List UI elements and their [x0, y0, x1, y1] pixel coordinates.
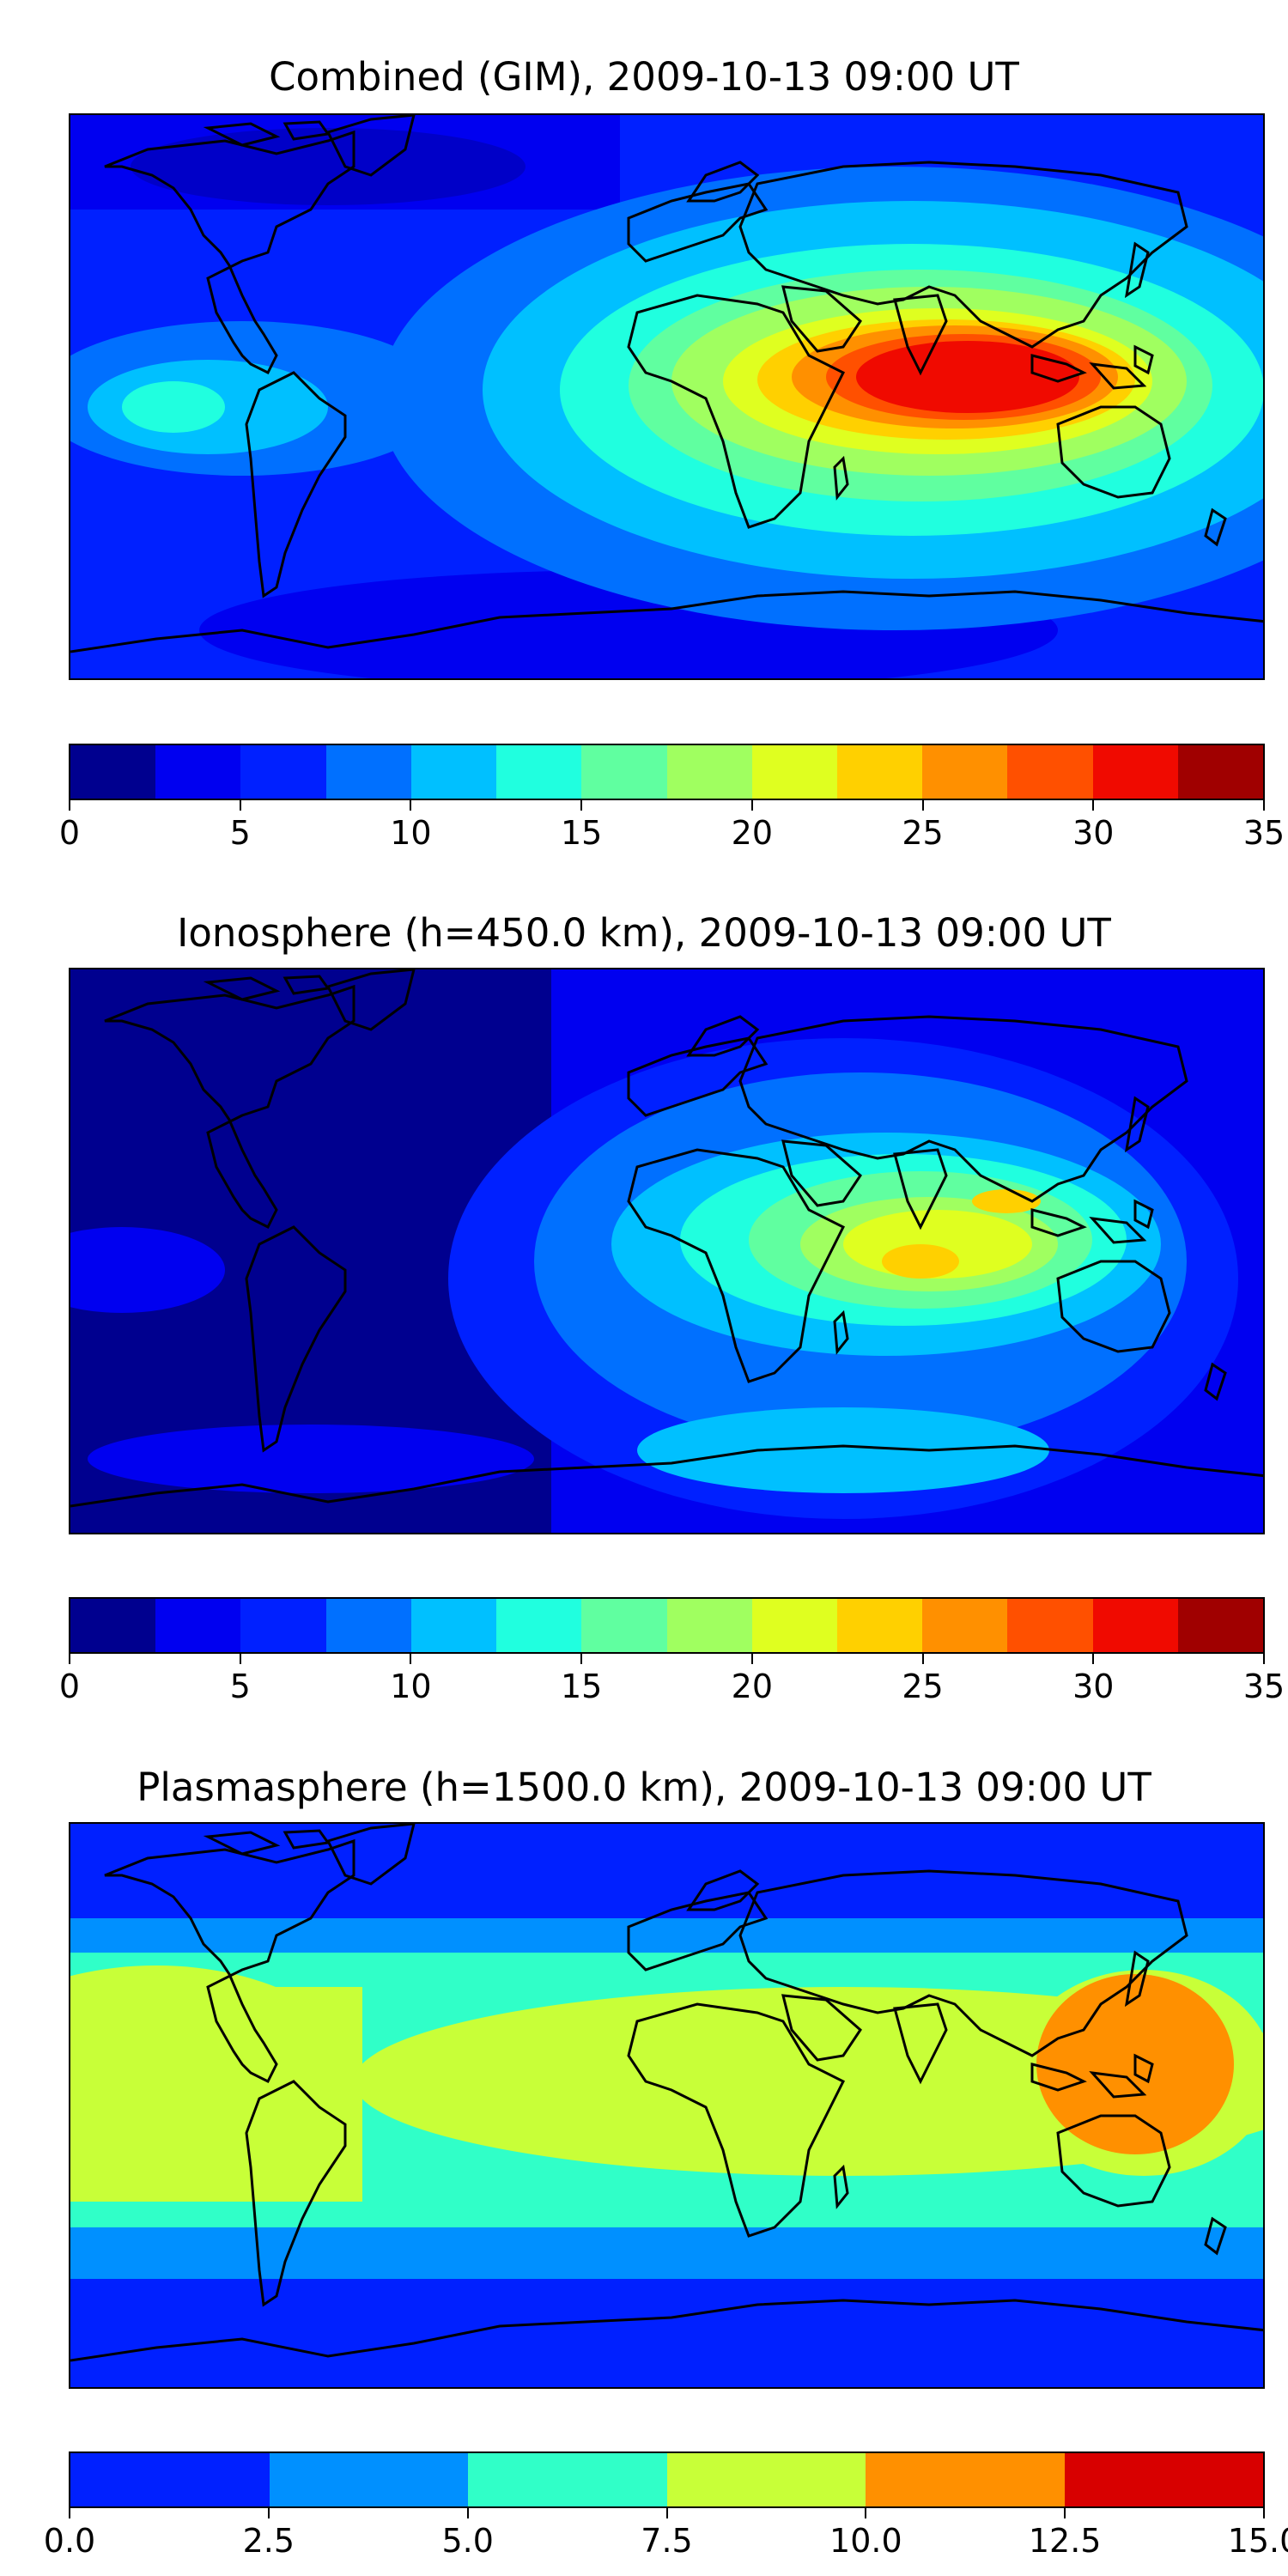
colorbar-tick [921, 800, 924, 811]
colorbar-tick [267, 2508, 270, 2518]
colorbar-tick-label: 0.0 [43, 2522, 96, 2560]
colorbar-tick-label: 25 [902, 1668, 944, 1705]
colorbar-tick-label: 5 [229, 1668, 251, 1705]
colorbar-tick [865, 2508, 867, 2518]
colorbar-tick-label: 12.5 [1028, 2522, 1102, 2560]
colorbar-ionosphere [69, 1597, 1265, 1654]
colorbar-segment [70, 1599, 156, 1652]
colorbar-segment [269, 2453, 468, 2506]
colorbar-segment [1007, 745, 1093, 799]
colorbar-plasmasphere [69, 2451, 1265, 2508]
colorbar-segment [836, 1599, 923, 1652]
colorbar-segment [240, 1599, 326, 1652]
colorbar-segment [496, 745, 582, 799]
colorbar-tick [1263, 2508, 1265, 2518]
colorbar-tick [69, 1654, 70, 1664]
colorbar-tick [1263, 800, 1265, 811]
colorbar-tick-label: 25 [902, 814, 944, 852]
colorbar-tick [750, 800, 753, 811]
colorbar-segment [1092, 745, 1178, 799]
colorbar-segment [751, 1599, 837, 1652]
colorbar-tick [69, 800, 70, 811]
plasmasphere-tec-map [69, 1822, 1265, 2389]
colorbar-segment [240, 745, 326, 799]
colorbar-segment [410, 1599, 497, 1652]
ionosphere-tec-map [69, 968, 1265, 1534]
colorbar-tick [239, 800, 241, 811]
colorbar-tick-label: 20 [731, 1668, 774, 1705]
colorbar-tick-label: 5 [229, 814, 251, 852]
colorbar-tick [239, 1654, 241, 1664]
colorbar-segment [410, 745, 497, 799]
colorbar-tick [410, 800, 412, 811]
colorbar-tick-label: 30 [1072, 1668, 1115, 1705]
colorbar-segment [155, 1599, 241, 1652]
colorbar-segment [922, 1599, 1008, 1652]
colorbar-tick-label: 5.0 [441, 2522, 494, 2560]
colorbar-tick-label: 20 [731, 814, 774, 852]
colorbar-combined [69, 744, 1265, 800]
colorbar-segment [666, 745, 752, 799]
colorbar-segment [496, 1599, 582, 1652]
colorbar-segment [666, 2453, 866, 2506]
colorbar-tick [410, 1654, 412, 1664]
colorbar-segment [581, 745, 667, 799]
panel-title: Plasmasphere (h=1500.0 km), 2009-10-13 0… [137, 1765, 1151, 1810]
colorbar-segment [836, 745, 923, 799]
colorbar-tick [580, 1654, 583, 1664]
colorbar-segment [1177, 1599, 1264, 1652]
colorbar-tick-label: 15 [560, 1668, 603, 1705]
colorbar-tick-label: 0 [58, 814, 81, 852]
colorbar-tick-label: 15 [560, 814, 603, 852]
colorbar-segment [1064, 2453, 1263, 2506]
colorbar-tick-label: 15.0 [1227, 2522, 1288, 2560]
colorbar-tick-label: 35 [1242, 814, 1285, 852]
colorbar-tick-label: 7.5 [641, 2522, 693, 2560]
colorbar-segment [666, 1599, 752, 1652]
colorbar-segment [468, 2453, 667, 2506]
colorbar-segment [155, 745, 241, 799]
panel-title: Ionosphere (h=450.0 km), 2009-10-13 09:0… [177, 910, 1111, 956]
colorbar-segment [581, 1599, 667, 1652]
colorbar-segment [866, 2453, 1065, 2506]
colorbar-tick-label: 2.5 [242, 2522, 295, 2560]
colorbar-tick [466, 2508, 469, 2518]
colorbar-tick [1092, 1654, 1095, 1664]
colorbar-segment [1177, 745, 1264, 799]
colorbar-segment [1007, 1599, 1093, 1652]
colorbar-tick-label: 0 [58, 1668, 81, 1705]
colorbar-tick-label: 30 [1072, 814, 1115, 852]
colorbar-tick [665, 2508, 668, 2518]
colorbar-tick [921, 1654, 924, 1664]
colorbar-segment [70, 745, 156, 799]
colorbar-tick [750, 1654, 753, 1664]
colorbar-tick [580, 800, 583, 811]
combined-tec-map [69, 113, 1265, 680]
colorbar-segment [325, 1599, 411, 1652]
colorbar-tick [1064, 2508, 1066, 2518]
colorbar-segment [1092, 1599, 1178, 1652]
colorbar-tick-label: 10 [390, 814, 432, 852]
colorbar-tick [1263, 1654, 1265, 1664]
colorbar-segment [70, 2453, 270, 2506]
colorbar-tick-label: 35 [1242, 1668, 1285, 1705]
colorbar-segment [751, 745, 837, 799]
colorbar-tick-label: 10.0 [829, 2522, 902, 2560]
colorbar-tick [1092, 800, 1095, 811]
panel-title: Combined (GIM), 2009-10-13 09:00 UT [269, 54, 1019, 100]
colorbar-tick-label: 10 [390, 1668, 432, 1705]
colorbar-segment [325, 745, 411, 799]
colorbar-segment [922, 745, 1008, 799]
colorbar-tick [69, 2508, 70, 2518]
